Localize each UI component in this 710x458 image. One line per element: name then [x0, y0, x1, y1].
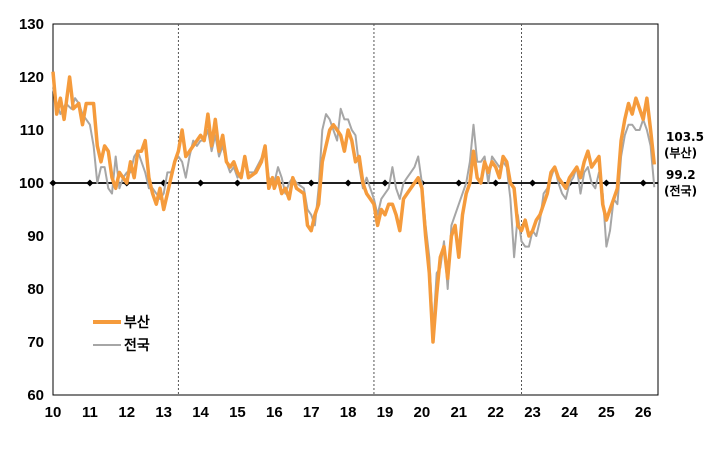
y-tick-label: 110	[20, 122, 44, 139]
x-tick-label: 26	[635, 404, 652, 421]
reference-marker	[381, 179, 389, 187]
reference-marker	[49, 179, 57, 187]
x-tick-label: 16	[266, 404, 283, 421]
y-tick-label: 120	[19, 69, 44, 86]
reference-marker	[233, 179, 241, 187]
x-tick-label: 11	[82, 404, 98, 421]
reference-marker	[639, 179, 647, 187]
x-tick-label: 21	[450, 404, 467, 421]
axes	[52, 23, 659, 396]
plot-frame	[52, 23, 659, 396]
x-tick-label: 24	[561, 404, 578, 421]
y-tick-label: 80	[27, 281, 44, 298]
x-tick-label: 25	[598, 404, 615, 421]
reference-marker	[602, 179, 610, 187]
legend-label-national: 전국	[124, 337, 150, 354]
x-tick-label: 14	[192, 404, 209, 421]
y-tick-label: 100	[19, 175, 44, 192]
y-tick-label: 130	[19, 16, 44, 33]
annotation-busan-label: (부산)	[664, 145, 697, 160]
legend-label-busan: 부산	[124, 314, 150, 331]
x-tick-label: 17	[303, 404, 320, 421]
series-group	[51, 71, 657, 344]
legend: 부산 전국	[93, 314, 150, 354]
y-tick-label: 70	[27, 334, 44, 351]
reference-marker	[529, 179, 537, 187]
annotation-busan: 103.5 (부산)	[664, 130, 704, 160]
reference-marker	[86, 179, 94, 187]
series-line-national	[52, 87, 656, 333]
series-line-busan	[51, 71, 657, 344]
y-tick-label: 60	[27, 387, 44, 404]
reference-marker	[344, 179, 352, 187]
annotation-national-label: (전국)	[664, 183, 697, 198]
annotation-national-value: 99.2	[666, 168, 696, 182]
reference-marker	[197, 179, 205, 187]
x-tick-label: 18	[340, 404, 357, 421]
x-tick-label: 22	[487, 404, 504, 421]
reference-marker	[492, 179, 500, 187]
x-tick-label: 13	[155, 404, 172, 421]
annotation-busan-value: 103.5	[666, 130, 704, 144]
x-tick-label: 23	[524, 404, 541, 421]
x-tick-label: 20	[414, 404, 431, 421]
x-tick-label: 15	[229, 404, 246, 421]
dashed-vertical-lines	[177, 24, 523, 395]
annotation-national: 99.2 (전국)	[664, 168, 697, 198]
x-tick-label: 10	[45, 404, 62, 421]
reference-marker	[455, 179, 463, 187]
reference-marker	[307, 179, 315, 187]
x-tick-labels: 10 11 12 13 14 15 16 17 18 19 20 21 22 23 24 25 26	[45, 404, 652, 421]
x-tick-label: 19	[377, 404, 394, 421]
x-tick-label: 12	[118, 404, 135, 421]
y-tick-labels: 130 120 110 100 90 80 70 60	[19, 16, 44, 404]
y-tick-label: 90	[27, 228, 44, 245]
